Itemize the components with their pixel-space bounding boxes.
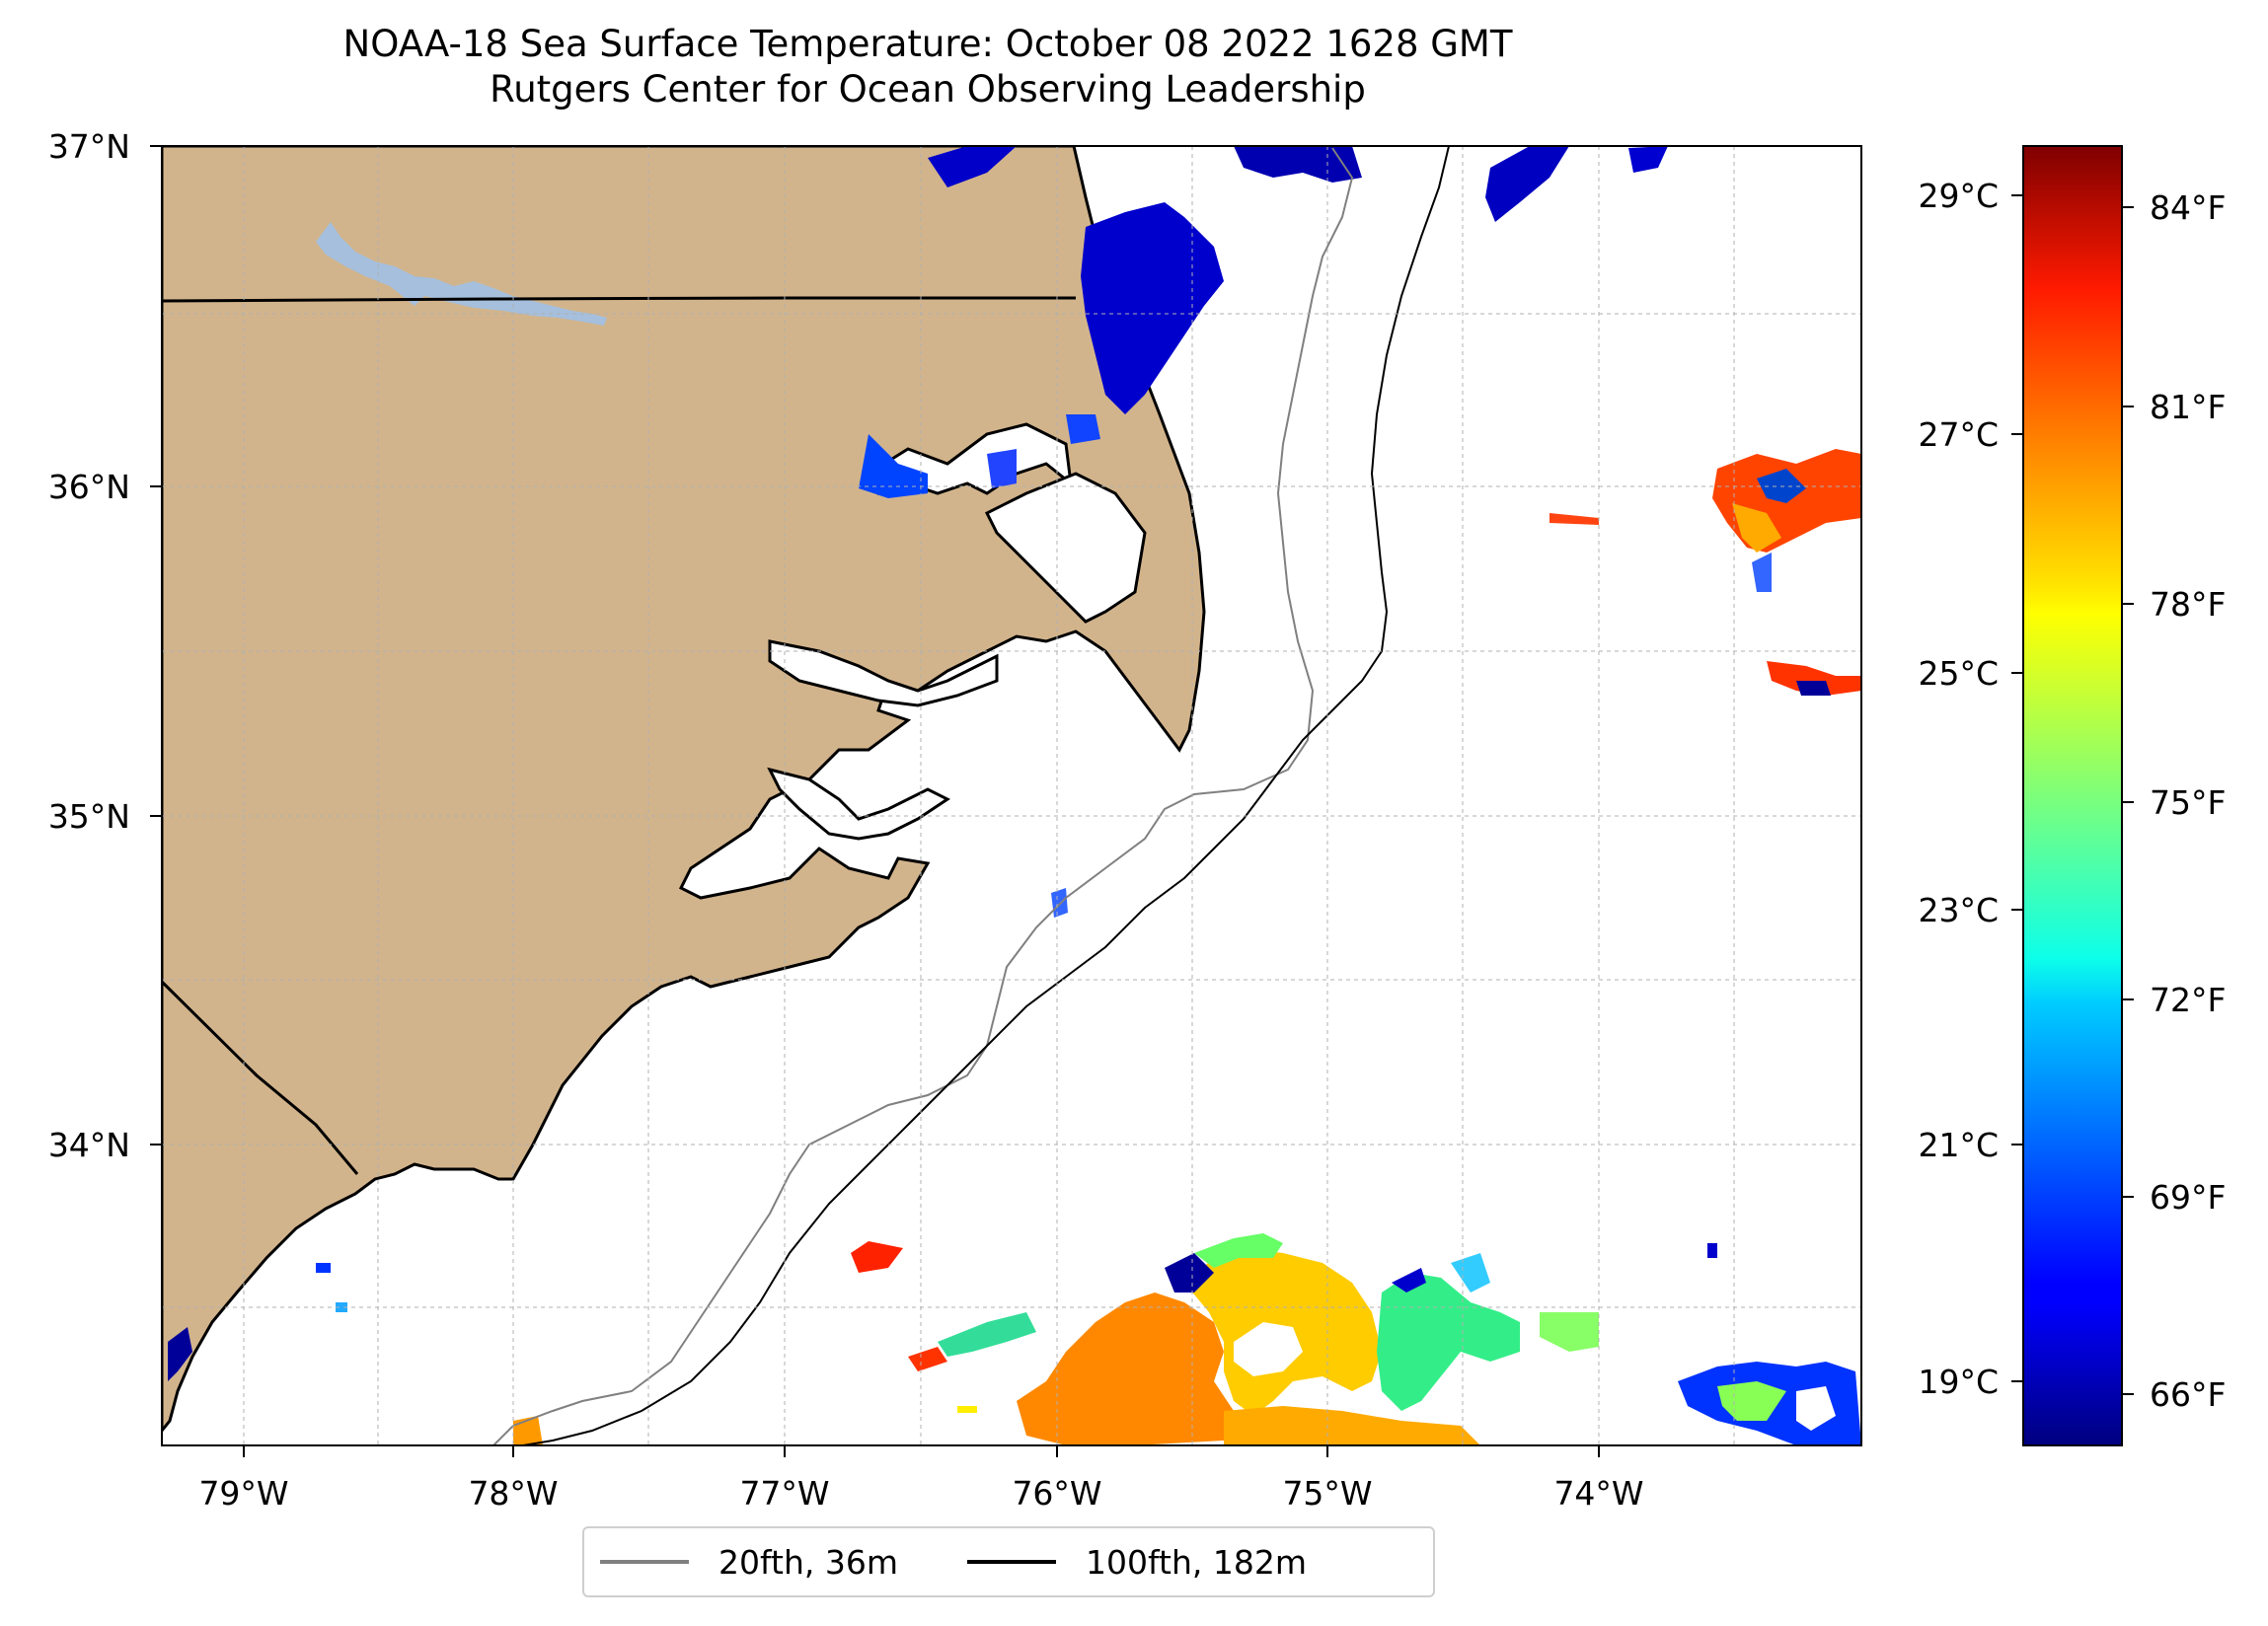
colorbar-celsius-label: 27°C — [1918, 415, 1999, 454]
colorbar: 29°C 27°C 25°C 23°C 21°C 19°C 84°F 81°F … — [1918, 145, 2226, 1446]
colorbar-fahrenheit-label: 72°F — [2150, 981, 2226, 1019]
gridlines — [162, 146, 1861, 1445]
lat-label: 36°N — [48, 468, 130, 506]
lat-label: 35°N — [48, 797, 130, 836]
legend-swatch-gray — [600, 1560, 689, 1564]
colorbar-celsius-label: 25°C — [1918, 654, 1999, 693]
title-line-2: Rutgers Center for Ocean Observing Leade… — [490, 68, 1366, 111]
lon-label: 74°W — [1553, 1474, 1643, 1513]
lon-label: 76°W — [1012, 1474, 1101, 1513]
neuse-river — [767, 767, 950, 841]
map-frame — [161, 145, 1862, 1446]
legend-label: 20fth, 36m — [718, 1542, 898, 1582]
isobath-legend: 20fth, 36m 100fth, 182m — [582, 1526, 1435, 1597]
legend-item-20fth: 20fth, 36m — [600, 1543, 898, 1582]
colorbar-celsius-label: 21°C — [1918, 1126, 1999, 1164]
colorbar-fahrenheit-label: 69°F — [2150, 1178, 2226, 1217]
state-border-va-nc — [162, 296, 1076, 303]
lon-label: 79°W — [198, 1474, 288, 1513]
colorbar-gradient — [2022, 145, 2123, 1446]
colorbar-fahrenheit-label: 78°F — [2150, 585, 2226, 624]
lon-label: 75°W — [1282, 1474, 1372, 1513]
colorbar-celsius-label: 19°C — [1918, 1363, 1999, 1401]
colorbar-celsius-label: 23°C — [1918, 891, 1999, 929]
lon-label: 78°W — [468, 1474, 558, 1513]
pamlico-sound — [984, 472, 1147, 624]
pamlico-river — [768, 639, 999, 707]
title-line-1: NOAA-18 Sea Surface Temperature: October… — [342, 23, 1513, 65]
colorbar-fahrenheit-label: 84°F — [2150, 188, 2226, 227]
legend-label: 100fth, 182m — [1086, 1542, 1307, 1582]
state-border-nc-sc — [162, 980, 359, 1175]
colorbar-fahrenheit-label: 81°F — [2150, 388, 2226, 426]
legend-swatch-black — [967, 1560, 1056, 1564]
colorbar-fahrenheit-label: 66°F — [2150, 1375, 2226, 1414]
colorbar-celsius-label: 29°C — [1918, 177, 1999, 215]
map-title: NOAA-18 Sea Surface Temperature: October… — [0, 22, 1855, 112]
lat-label: 34°N — [48, 1126, 130, 1164]
legend-item-100fth: 100fth, 182m — [967, 1543, 1307, 1582]
colorbar-fahrenheit-label: 75°F — [2150, 783, 2226, 822]
lon-axis: 79°W 78°W 77°W 76°W 75°W 74°W — [198, 1445, 1644, 1513]
lat-axis: 37°N 36°N 35°N 34°N — [48, 127, 162, 1164]
lon-label: 77°W — [739, 1474, 829, 1513]
lat-label: 37°N — [48, 127, 130, 166]
lake-kerr — [316, 222, 607, 326]
isobath-100fth — [522, 146, 1450, 1445]
